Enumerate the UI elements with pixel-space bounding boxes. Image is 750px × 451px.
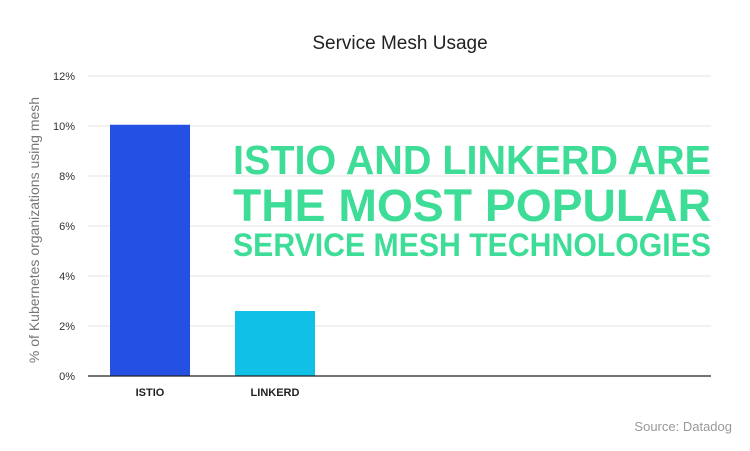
x-tick-labels: ISTIO LINKERD <box>136 387 300 399</box>
y-tick-label: 8% <box>59 171 75 183</box>
gridlines <box>88 75 711 327</box>
y-tick-labels: 0% 2% 4% 6% 8% 10% 12% <box>53 71 75 383</box>
x-tick-label: LINKERD <box>251 387 300 399</box>
bar-linkerd <box>235 311 315 376</box>
y-axis-label: % of Kubernetes organizations using mesh <box>26 97 42 363</box>
annotation-line: THE MOST POPULAR <box>233 180 711 231</box>
bar-istio <box>110 124 190 376</box>
annotation-line: ISTIO AND LINKERD ARE <box>233 137 711 183</box>
y-tick-label: 4% <box>59 271 75 283</box>
y-tick-label: 6% <box>59 221 75 233</box>
bars <box>110 124 315 376</box>
source-label: Source: Datadog <box>634 419 732 434</box>
y-tick-label: 2% <box>59 321 75 333</box>
x-tick-label: ISTIO <box>136 387 165 399</box>
y-tick-label: 12% <box>53 71 75 83</box>
y-tick-label: 10% <box>53 121 75 133</box>
annotation-line: SERVICE MESH TECHNOLOGIES <box>233 227 711 263</box>
y-tick-label: 0% <box>59 371 75 383</box>
chart-title: Service Mesh Usage <box>312 33 487 54</box>
